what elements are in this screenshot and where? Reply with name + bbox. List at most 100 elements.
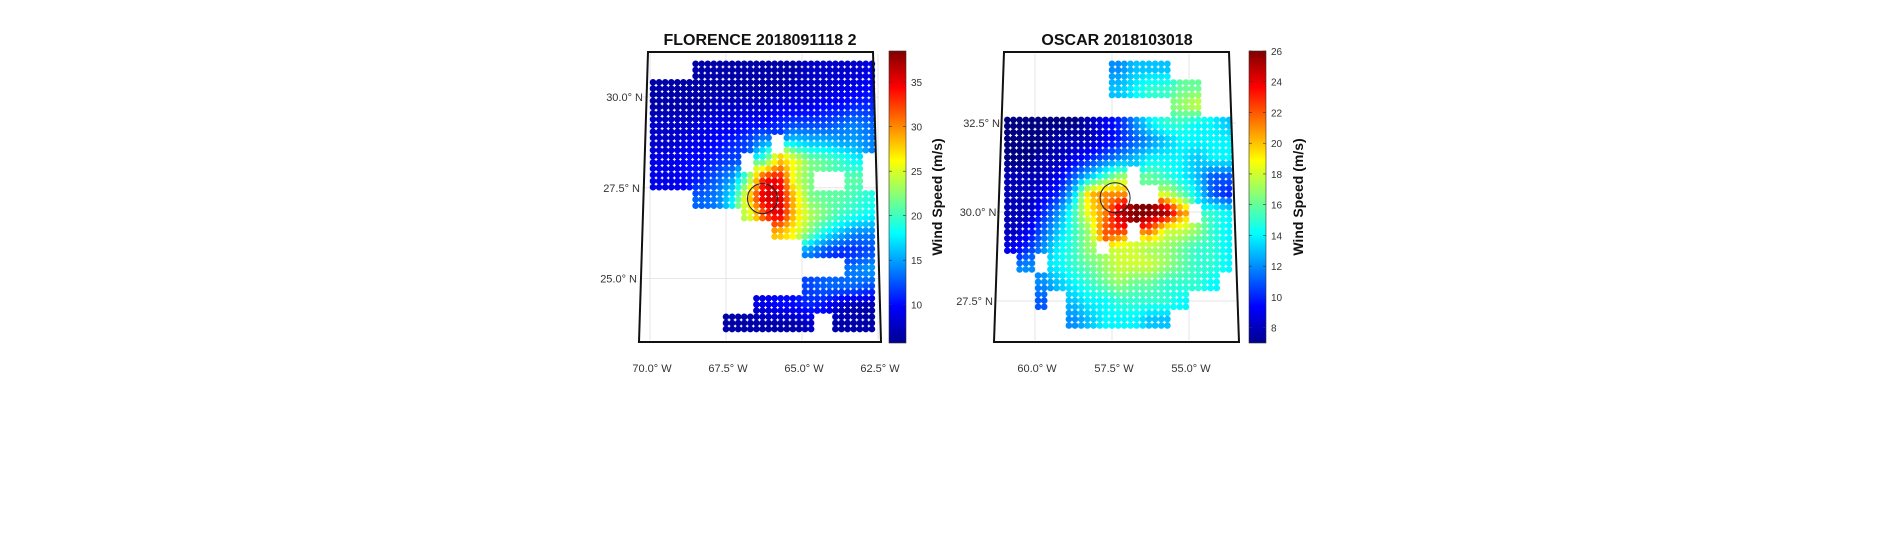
- wind-point: [747, 128, 754, 135]
- wind-point: [1053, 228, 1060, 236]
- wind-point: [795, 153, 803, 160]
- wind-point: [1077, 241, 1085, 248]
- wind-point: [832, 85, 839, 92]
- wind-point: [1121, 160, 1128, 167]
- wind-point: [661, 109, 669, 117]
- wind-point: [1090, 322, 1097, 329]
- wind-point: [1213, 278, 1220, 286]
- wind-point: [1059, 247, 1066, 254]
- wind-point: [710, 79, 718, 86]
- wind-point: [1139, 73, 1147, 80]
- wind-point: [826, 91, 833, 98]
- wind-point: [1127, 135, 1134, 142]
- wind-point: [1077, 315, 1085, 323]
- wind-point: [1084, 210, 1091, 217]
- wind-point: [668, 177, 675, 185]
- wind-point: [1034, 303, 1042, 311]
- wind-point: [1207, 278, 1214, 286]
- wind-point: [1084, 147, 1091, 155]
- wind-point: [771, 79, 778, 86]
- wind-point: [686, 79, 693, 86]
- wind-point: [771, 66, 778, 74]
- wind-point: [826, 153, 833, 160]
- wind-point: [1158, 272, 1165, 279]
- wind-point: [1201, 222, 1208, 230]
- wind-point: [1102, 147, 1110, 155]
- wind-point: [1188, 116, 1196, 124]
- wind-point: [1188, 85, 1196, 92]
- wind-point: [1133, 203, 1140, 211]
- wind-point: [1201, 122, 1208, 130]
- wind-point: [1176, 272, 1184, 279]
- wind-point: [710, 146, 718, 154]
- wind-point: [832, 97, 839, 105]
- wind-point: [1170, 122, 1177, 130]
- wind-point: [1114, 322, 1122, 329]
- wind-point: [765, 325, 772, 333]
- wind-point: [740, 109, 748, 117]
- wind-point: [1071, 291, 1079, 298]
- wind-point: [1016, 247, 1023, 254]
- wind-point: [1065, 222, 1073, 230]
- wind-point: [674, 159, 681, 166]
- wind-point: [680, 153, 687, 160]
- lon-tick-label: 70.0° W: [632, 363, 672, 375]
- wind-point: [1108, 66, 1116, 74]
- wind-point: [1090, 185, 1097, 192]
- wind-point: [1182, 185, 1190, 192]
- wind-point: [759, 97, 766, 105]
- wind-point: [1151, 278, 1159, 286]
- wind-point: [1108, 259, 1116, 267]
- wind-point: [1213, 210, 1220, 217]
- wind-point: [795, 165, 803, 172]
- wind-point: [649, 122, 657, 129]
- wind-point: [1133, 122, 1140, 130]
- wind-point: [1108, 191, 1116, 198]
- wind-point: [1151, 259, 1159, 267]
- wind-point: [1114, 66, 1122, 74]
- wind-point: [789, 91, 797, 98]
- wind-point: [734, 97, 742, 105]
- wind-point: [838, 103, 845, 111]
- wind-point: [1164, 241, 1171, 248]
- wind-point: [668, 153, 675, 160]
- wind-point: [1213, 166, 1220, 173]
- wind-point: [753, 116, 760, 123]
- wind-point: [734, 134, 742, 142]
- wind-point: [856, 153, 864, 160]
- wind-point: [1158, 91, 1165, 99]
- wind-point: [820, 233, 827, 240]
- wind-point: [777, 79, 784, 86]
- wind-point: [789, 116, 797, 123]
- wind-point: [807, 159, 815, 166]
- wind-point: [777, 72, 784, 80]
- wind-point: [765, 134, 772, 142]
- wind-point: [1034, 284, 1042, 292]
- wind-point: [722, 319, 730, 327]
- wind-point: [1010, 235, 1017, 242]
- wind-point: [1090, 160, 1097, 167]
- wind-point: [1102, 129, 1110, 136]
- wind-point: [807, 239, 815, 246]
- wind-point: [1164, 272, 1171, 279]
- wind-point: [1004, 210, 1011, 217]
- wind-point: [704, 159, 712, 166]
- wind-point: [1040, 247, 1048, 254]
- wind-point: [1016, 160, 1023, 167]
- wind-point: [783, 103, 791, 111]
- wind-point: [1139, 129, 1147, 136]
- wind-point: [1114, 228, 1122, 236]
- wind-point: [1158, 73, 1165, 80]
- wind-point: [783, 177, 791, 185]
- wind-point: [1213, 147, 1220, 155]
- wind-point: [1139, 291, 1147, 298]
- wind-point: [850, 220, 857, 228]
- wind-point: [868, 270, 876, 277]
- wind-point: [704, 177, 712, 185]
- wind-point: [1034, 197, 1042, 205]
- wind-point: [722, 171, 730, 179]
- wind-point: [1151, 291, 1159, 298]
- wind-point: [1114, 147, 1122, 155]
- wind-point: [1207, 135, 1214, 142]
- wind-point: [765, 214, 772, 222]
